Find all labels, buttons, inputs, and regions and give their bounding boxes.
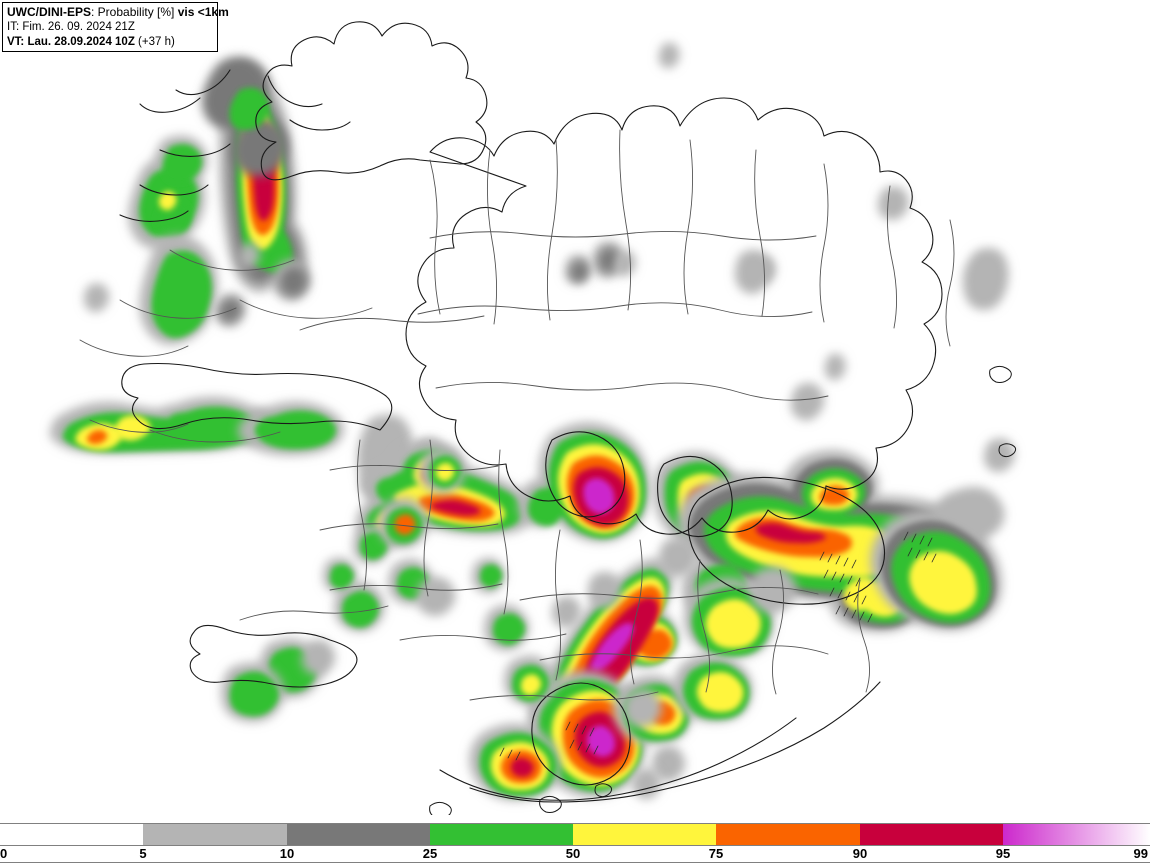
westfjord-inner-5 bbox=[159, 143, 231, 157]
hofsjokull-outline bbox=[657, 455, 733, 538]
lead-time-value: (+37 h) bbox=[134, 36, 175, 48]
colorbar-bar[interactable] bbox=[0, 823, 1150, 846]
colorbar-tick-99: 99 bbox=[1133, 846, 1148, 861]
westfjord-inner-4 bbox=[289, 119, 351, 131]
westfjord-inner-7 bbox=[119, 210, 189, 222]
blob-westfjord-tiny-sw bbox=[83, 283, 110, 313]
colorbar-tick-50: 50 bbox=[565, 846, 581, 861]
colorbar-segment-75-90 bbox=[716, 824, 860, 845]
blob-east-gray-patch bbox=[790, 186, 1015, 473]
model-name: UWC/DINI-EPS bbox=[7, 5, 91, 19]
westfjords-coastline bbox=[255, 21, 488, 181]
south-coast-2 bbox=[439, 717, 797, 801]
offshore-islands bbox=[429, 365, 1017, 815]
snaefellsnes-coastline bbox=[121, 362, 393, 431]
blob-westfjord-north bbox=[201, 56, 289, 177]
map-canvas[interactable] bbox=[0, 0, 1150, 815]
colorbar-segment-25-50 bbox=[430, 824, 573, 845]
colorbar-segment-90-95 bbox=[860, 824, 1003, 845]
blob-central-plateau bbox=[517, 422, 651, 543]
blob-snaefellsnes-east bbox=[237, 401, 345, 456]
colorbar-segment-0-5 bbox=[0, 824, 143, 845]
blob-south-coast-west bbox=[469, 723, 561, 801]
valid-time-label: VT: bbox=[7, 36, 28, 48]
south-coast bbox=[469, 681, 881, 803]
westfjord-inner-2 bbox=[139, 97, 201, 113]
glacier-hatching bbox=[499, 531, 937, 761]
myrdalsjokull-outline bbox=[531, 682, 631, 786]
coastline-layer bbox=[79, 21, 1017, 815]
colorbar-tick-5: 5 bbox=[139, 846, 147, 861]
langjokull-outline bbox=[545, 431, 626, 518]
colorbar-tick-labels: 0 5 10 25 50 75 90 95 99 bbox=[0, 846, 1150, 862]
colorbar-tick-0: 0 bbox=[0, 846, 8, 861]
interior-boundaries bbox=[79, 129, 955, 701]
iceland-coastline bbox=[405, 97, 943, 535]
colorbar-tick-75: 75 bbox=[708, 846, 724, 861]
blob-southeast-coast bbox=[870, 486, 1005, 631]
westfjord-inner-3 bbox=[267, 75, 323, 108]
init-time-label: IT: bbox=[7, 21, 23, 33]
colorbar-segment-10-25 bbox=[287, 824, 430, 845]
header-line-init: IT: Fim. 26. 09. 2024 21Z bbox=[7, 20, 214, 35]
header-line-model: UWC/DINI-EPS: Probability [%] vis <1km bbox=[7, 5, 229, 20]
quantity-label: Probability [%] bbox=[97, 5, 178, 19]
blob-westfjords-patches bbox=[128, 135, 208, 249]
colorbar-tick-10: 10 bbox=[279, 846, 295, 861]
colorbar-segment-50-75 bbox=[573, 824, 716, 845]
parameter-label: vis <1km bbox=[177, 5, 229, 19]
colorbar-segment-95-99 bbox=[1003, 824, 1150, 845]
blob-reykjanes-patches bbox=[221, 639, 336, 723]
blob-north-interior-patch bbox=[564, 241, 624, 285]
header-separator: : bbox=[91, 5, 98, 19]
valid-time-value: Lau. 28.09.2024 10Z bbox=[27, 36, 135, 48]
westfjord-inner-1 bbox=[175, 69, 231, 96]
blob-gray-only-patches bbox=[238, 42, 846, 800]
colorbar-tick-25: 25 bbox=[422, 846, 438, 861]
colorbar-segment-5-10 bbox=[143, 824, 287, 845]
blob-north-small bbox=[272, 260, 311, 301]
vatnajokull-outline bbox=[687, 476, 886, 605]
forecast-info-box: UWC/DINI-EPS: Probability [%] vis <1km I… bbox=[2, 2, 229, 52]
colorbar-tick-90: 90 bbox=[852, 846, 868, 861]
colorbar-tick-95: 95 bbox=[995, 846, 1011, 861]
init-time-value: Fim. 26. 09. 2024 21Z bbox=[22, 21, 135, 33]
probability-colorbar[interactable]: 0 5 10 25 50 75 90 95 99 bbox=[0, 818, 1150, 863]
reykjanes-coastline bbox=[189, 624, 358, 688]
iceland-probability-map bbox=[49, 21, 1017, 815]
header-line-valid: VT: Lau. 28.09.2024 10Z (+37 h) bbox=[7, 35, 214, 50]
westfjord-inner-6 bbox=[139, 184, 209, 196]
